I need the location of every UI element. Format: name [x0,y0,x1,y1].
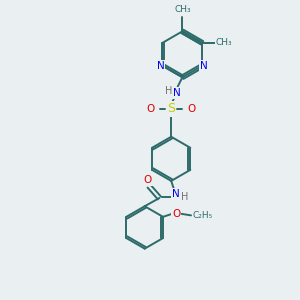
Text: CH₃: CH₃ [174,5,191,14]
Text: N: N [172,88,180,98]
Text: O: O [188,104,196,114]
Text: N: N [200,61,208,71]
Text: N: N [172,190,179,200]
Text: S: S [167,102,175,115]
Text: H: H [181,191,188,202]
Text: CH₃: CH₃ [215,38,232,47]
Text: N: N [157,61,164,71]
Text: C₂H₅: C₂H₅ [193,211,213,220]
Text: O: O [143,175,152,185]
Text: O: O [146,104,155,114]
Text: O: O [172,209,180,219]
Text: H: H [165,86,172,96]
